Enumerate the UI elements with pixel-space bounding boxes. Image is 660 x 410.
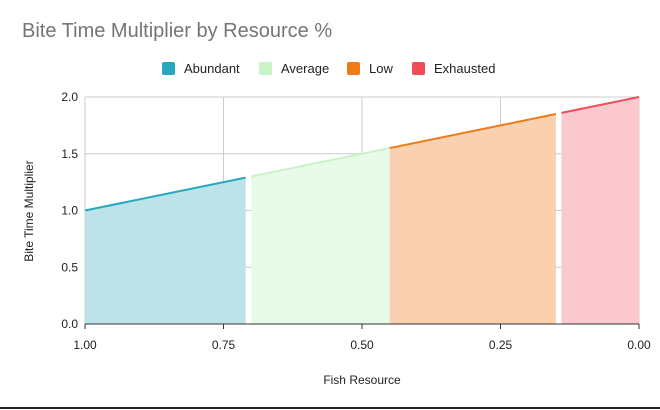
- legend-swatch-abundant: [162, 61, 175, 75]
- legend-label-average: Average: [281, 60, 330, 76]
- line-average: [250, 147, 390, 178]
- area-average: [251, 148, 390, 324]
- legend-item-exhausted[interactable]: Exhausted: [412, 58, 495, 78]
- area-exhausted: [561, 97, 639, 324]
- y-tick-label: 1.5: [61, 147, 78, 161]
- area-abundant: [85, 177, 246, 324]
- line-low: [389, 113, 557, 150]
- series-areas: [85, 97, 639, 325]
- chart-title: Bite Time Multiplier by Resource %: [22, 20, 333, 42]
- x-tick-label: 0.75: [212, 338, 236, 352]
- axes: [84, 323, 640, 329]
- y-tick-label: 0.0: [61, 317, 78, 331]
- bottom-border: [0, 407, 660, 409]
- legend-swatch-low: [347, 61, 360, 75]
- legend-item-abundant[interactable]: Abundant: [162, 58, 240, 78]
- legend-swatch-average: [259, 61, 272, 75]
- legend-label-exhausted: Exhausted: [434, 60, 496, 76]
- legend-swatch-exhausted: [412, 61, 425, 75]
- legend-label-abundant: Abundant: [184, 60, 240, 76]
- x-tick-label: 0.50: [350, 338, 374, 352]
- chart-legend: Abundant Average Low Exhausted: [0, 58, 660, 78]
- area-low: [389, 114, 556, 325]
- tick-labels: 0.0 0.5 1.0 1.5 2.0 1.00 0.75 0.50 0.25 0.00: [61, 90, 651, 352]
- y-tick-label: 2.0: [61, 90, 78, 104]
- x-axis-label: Fish Resource: [323, 373, 401, 387]
- legend-item-low[interactable]: Low: [347, 58, 393, 78]
- legend-label-low: Low: [369, 60, 393, 76]
- y-axis-label: Bite Time Multiplier: [22, 160, 36, 261]
- x-tick-label: 1.00: [73, 338, 97, 352]
- legend-item-average[interactable]: Average: [259, 58, 329, 78]
- series-lines: [84, 96, 640, 212]
- x-tick-label: 0.25: [489, 338, 513, 352]
- y-tick-label: 1.0: [61, 204, 78, 218]
- line-exhausted: [561, 96, 640, 114]
- y-tick-label: 0.5: [61, 260, 78, 274]
- line-abundant: [84, 176, 246, 212]
- x-tick-label: 0.00: [627, 338, 651, 352]
